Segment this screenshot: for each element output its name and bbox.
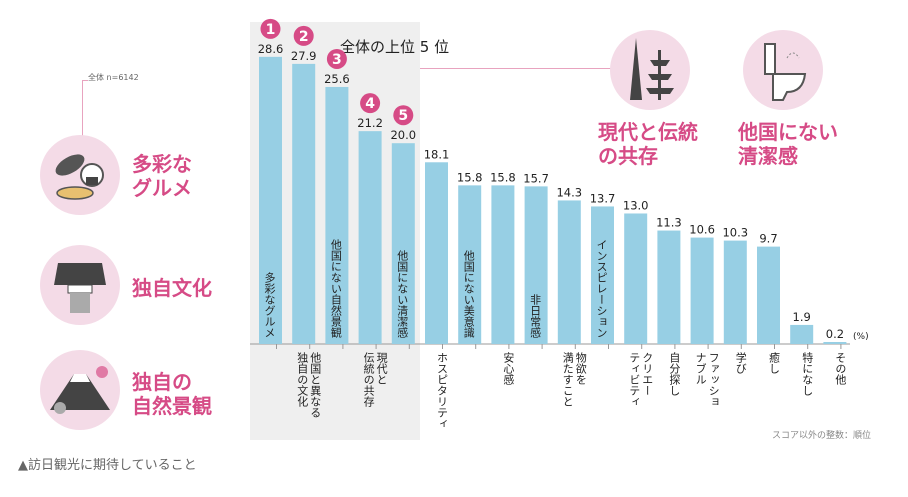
rank-note: スコア以外の整数：順位 [772, 431, 872, 441]
toilet-icon [743, 30, 823, 110]
category-label: 他国にない自然景観 [329, 239, 343, 338]
category-label: ホスピタリティ [435, 352, 449, 429]
category-label: 癒し [767, 352, 781, 374]
bar [657, 230, 681, 344]
category-label: 非日常感 [528, 294, 542, 338]
kimono-icon [40, 245, 120, 325]
callout-culture: 独自文化 [132, 276, 212, 300]
rank-number: 3 [332, 52, 342, 68]
caption: ▲訪日観光に期待していること [18, 458, 197, 473]
rank-number: 5 [398, 108, 408, 124]
callout-cleanliness: 他国にない 清潔感 [738, 120, 838, 168]
value-label: 11.3 [656, 216, 682, 230]
bar [425, 162, 448, 344]
callout-modern-tradition: 現代と伝統 の共存 [598, 120, 698, 168]
bar [325, 86, 349, 344]
rank-badge [326, 48, 347, 69]
value-label: 1.9 [793, 310, 811, 324]
bar [391, 143, 415, 344]
category-label: クリエー ティビティ [627, 352, 654, 407]
bar [790, 324, 814, 344]
category-label: 特になし [800, 352, 814, 396]
bar [292, 63, 316, 344]
sample-size: 全体 n=6142 [88, 73, 139, 82]
value-label: 25.6 [324, 72, 350, 86]
callout-nature: 独自の 自然景観 [132, 370, 212, 418]
value-label: 27.9 [291, 49, 317, 63]
connector-line [420, 68, 612, 69]
rank-number: 1 [266, 22, 276, 38]
value-label: 14.3 [556, 185, 582, 199]
value-label: 10.6 [689, 223, 715, 237]
bar [491, 185, 515, 344]
tower-pagoda-icon [610, 30, 690, 110]
callout-gourmet: 多彩な グルメ [132, 152, 192, 200]
category-label: 他国と異なる 独自の文化 [295, 352, 322, 418]
category-label: 他国にない美意識 [462, 250, 476, 338]
rank-number: 4 [365, 96, 375, 112]
category-label: 自分探し [667, 352, 681, 396]
value-label: 0.2 [826, 327, 844, 341]
bar [458, 185, 482, 344]
food-icon [40, 135, 120, 215]
bar [723, 240, 747, 344]
mount-fuji-icon [40, 350, 120, 430]
value-label: 15.8 [490, 170, 516, 184]
category-label: 学び [734, 352, 748, 374]
category-label: 物欲を 満たすこと [561, 352, 588, 407]
bar [358, 131, 382, 344]
rank-badge [393, 105, 414, 126]
value-label: 21.2 [357, 116, 383, 130]
bar [557, 200, 581, 344]
rank-badge [293, 25, 314, 46]
chart-title: 全体の上位 5 位 [340, 38, 450, 56]
bar [690, 237, 714, 344]
category-label: その他 [833, 352, 847, 385]
connector-line [82, 80, 83, 136]
category-label: ファッショ ナブル [694, 352, 721, 407]
category-label: 多彩なグルメ [263, 272, 276, 338]
bar [624, 213, 648, 344]
value-label: 10.3 [722, 226, 748, 240]
bar [823, 341, 847, 344]
rank-badge [360, 93, 381, 114]
rank-number: 2 [299, 29, 309, 45]
value-label: 18.1 [424, 147, 450, 161]
value-label: 28.6 [258, 42, 284, 56]
category-label: 他国にない清潔感 [395, 250, 409, 338]
value-label: 15.8 [457, 170, 483, 184]
rank-badge [260, 18, 281, 39]
unit-label: (%) [853, 332, 869, 342]
connector-line [82, 80, 88, 81]
bar [757, 246, 780, 344]
value-label: 20.0 [390, 128, 416, 142]
bar [591, 206, 614, 344]
value-label: 13.0 [623, 198, 649, 212]
bar [259, 56, 282, 345]
value-label: 9.7 [759, 232, 777, 246]
value-label: 13.7 [590, 191, 616, 205]
bar [524, 186, 548, 344]
value-label: 15.7 [523, 171, 549, 185]
category-label: 安心感 [501, 352, 515, 385]
category-label: インスピレーション [595, 239, 608, 338]
category-label: 現代と 伝統の共存 [362, 352, 389, 407]
